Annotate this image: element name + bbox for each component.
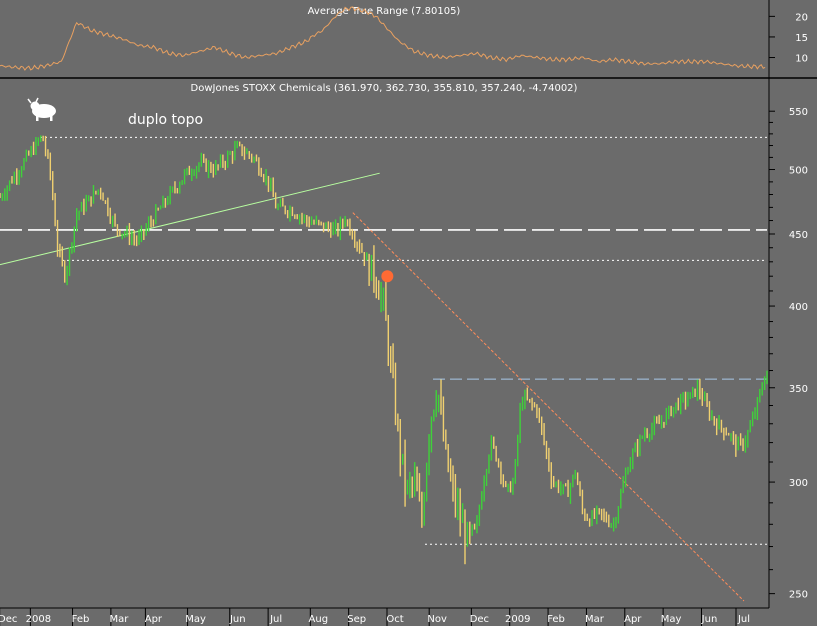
- atr-tick-label: 10: [795, 54, 808, 65]
- x-axis-labels: Dec 2008 Feb Mar Apr May Jun Jul Aug Sep Oct Nov Dec…: [0, 608, 750, 626]
- x-tick-label: Jul: [269, 614, 282, 625]
- price-y-axis: 550 500 450 400 350 300 250: [769, 107, 808, 601]
- x-tick-label: Mar: [109, 614, 129, 625]
- x-tick-label: 2008: [26, 614, 51, 625]
- x-tick-label: Dec: [0, 614, 17, 625]
- reference-lines: [0, 136, 767, 545]
- x-tick-label: Apr: [624, 614, 642, 625]
- price-tick-label: 300: [789, 478, 808, 489]
- atr-y-axis: 20 15 10: [769, 12, 808, 65]
- price-tick-label: 250: [789, 590, 808, 601]
- x-tick-label: Apr: [145, 614, 163, 625]
- x-tick-label: May: [661, 614, 682, 625]
- price-tick-label: 350: [789, 384, 808, 395]
- x-tick-label: Feb: [72, 614, 90, 625]
- x-tick-label: Jun: [701, 614, 718, 625]
- x-tick-label: Mar: [585, 614, 605, 625]
- x-tick-label: Jun: [229, 614, 246, 625]
- atr-tick-label: 15: [795, 33, 808, 44]
- bull-logo: [27, 97, 56, 121]
- x-tick-label: May: [185, 614, 206, 625]
- trend-lines: [0, 172, 745, 602]
- price-tick-label: 450: [789, 230, 808, 241]
- x-tick-label: Nov: [427, 614, 447, 625]
- atr-tick-label: 20: [795, 12, 808, 23]
- signal-marker: [381, 270, 394, 283]
- atr-line: [0, 6, 766, 71]
- x-tick-label: Oct: [386, 614, 403, 625]
- price-tick-label: 550: [789, 107, 808, 118]
- trend-line: [0, 172, 380, 266]
- price-tick-label: 400: [789, 302, 808, 313]
- x-tick-label: Feb: [547, 614, 565, 625]
- price-bars: [0, 135, 768, 565]
- price-tick-label: 500: [789, 166, 808, 177]
- x-tick-label: Aug: [309, 614, 329, 625]
- x-tick-label: Sep: [347, 614, 366, 625]
- price-panel-title: DowJones STOXX Chemicals (361.970, 362.7…: [191, 83, 578, 94]
- x-tick-label: Dec: [470, 614, 489, 625]
- x-tick-label: 2009: [505, 614, 530, 625]
- trend-line: [352, 212, 745, 602]
- x-tick-label: Jul: [737, 614, 750, 625]
- duplo-topo-annotation: duplo topo: [128, 112, 203, 128]
- atr-panel-title: Average True Range (7.80105): [308, 6, 461, 17]
